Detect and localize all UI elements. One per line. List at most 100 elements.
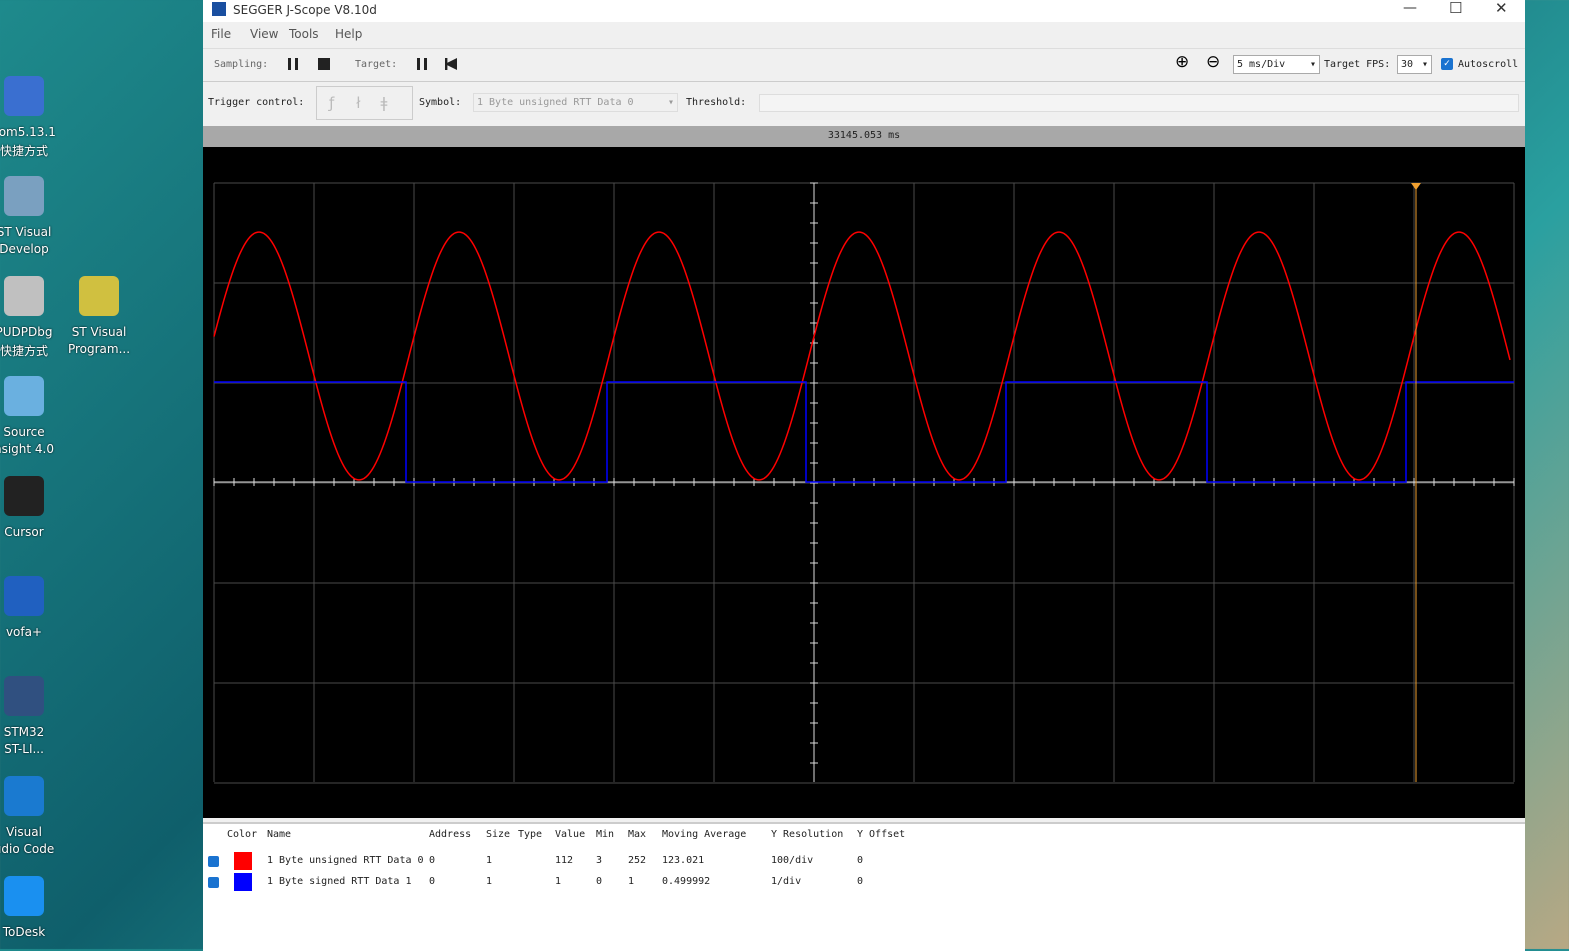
column-header: Name: [267, 829, 292, 840]
pause-sampling[interactable]: [288, 58, 291, 70]
column-header: Value: [555, 829, 586, 840]
row-checkbox[interactable]: [208, 856, 219, 867]
channel-table: Color Name Address Size Type Value Min Max Movin…: [203, 822, 1525, 951]
menu-item[interactable]: Tools: [289, 27, 319, 41]
threshold-input[interactable]: [759, 94, 1519, 112]
cell-name: 1 Byte signed RTT Data 1: [267, 876, 412, 887]
icon-label: vofa+: [5, 625, 43, 639]
column-header: Size: [486, 829, 511, 840]
cell-address: 0: [429, 855, 436, 866]
app-icon: [212, 2, 226, 16]
scope-plot: [203, 147, 1525, 818]
window-title: SEGGER J-Scope V8.10d: [233, 3, 377, 17]
desktop-icon[interactable]: [4, 376, 44, 416]
desktop-icon[interactable]: [4, 476, 44, 516]
color-swatch[interactable]: [234, 873, 252, 891]
symbol-select[interactable]: 1 Byte unsigned RTT Data 0 ▾: [473, 93, 678, 112]
cell-max: 1: [628, 876, 635, 887]
icon-label: PUDPDbg: [0, 325, 53, 339]
restart-target[interactable]: [445, 58, 457, 70]
trace-blue: [214, 381, 1514, 483]
desktop-icon[interactable]: [4, 876, 44, 916]
menu-item[interactable]: Help: [335, 27, 363, 41]
cell-max: 252: [628, 855, 647, 866]
target-label: Target:: [355, 59, 398, 70]
icon-label: 快捷方式: [0, 144, 48, 158]
menu-bar: File View Tools Help: [203, 24, 1525, 46]
desktop-icon[interactable]: [4, 76, 44, 116]
icon-label: ToDesk: [2, 925, 46, 939]
icon-label: ST-LI...: [4, 742, 44, 756]
cell-address: 0: [429, 876, 436, 887]
time-div: 5 ms/Div: [1237, 59, 1286, 70]
stop-sampling[interactable]: [318, 58, 330, 70]
time-div-select[interactable]: 5 ms/Div ▾: [1233, 55, 1320, 74]
desktop-icon[interactable]: [79, 276, 119, 316]
icon-label: Program...: [67, 342, 131, 356]
cell-size: 1: [486, 876, 493, 887]
column-header: Max: [628, 829, 647, 840]
column-header: Min: [596, 829, 615, 840]
fps: 30: [1401, 59, 1414, 70]
icon-label: com5.13.1: [0, 125, 56, 139]
title-bar: SEGGER J-Scope V8.10d — ☐ ✕: [203, 0, 1525, 22]
icon-label: STM32: [3, 725, 45, 739]
cursor-handle[interactable]: [1411, 183, 1421, 190]
maximize[interactable]: ☐: [1449, 0, 1463, 17]
column-header: Y Resolution: [771, 829, 844, 840]
trigger-label: Trigger control:: [208, 97, 305, 108]
pause-target-bar: [424, 58, 427, 70]
column-header: Address: [429, 829, 472, 840]
threshold-label: Threshold:: [686, 97, 747, 108]
trace-red: [213, 231, 1511, 481]
timestamp-bar: 33145.053 ms: [203, 126, 1525, 147]
icon-label: Visual: [6, 825, 42, 839]
icon-label: Source: [3, 425, 45, 439]
sampling-label: Sampling:: [214, 59, 269, 70]
row-checkbox[interactable]: [208, 877, 219, 888]
zoom-in[interactable]: ⊕: [1175, 52, 1190, 72]
icon-label: ST Visual: [0, 225, 52, 239]
menu-item[interactable]: File: [211, 27, 232, 41]
desktop-icon[interactable]: [4, 676, 44, 716]
desktop-icon[interactable]: [4, 576, 44, 616]
cell-y-offset: 0: [857, 855, 864, 866]
zoom-out[interactable]: ⊖: [1206, 52, 1221, 72]
color-swatch[interactable]: [234, 852, 252, 870]
icon-label: 快捷方式: [0, 344, 48, 358]
autoscroll-checkbox[interactable]: ✓: [1441, 58, 1453, 70]
cell-y-offset: 0: [857, 876, 864, 887]
close[interactable]: ✕: [1495, 0, 1508, 17]
cell-moving-average: 0.499992: [662, 876, 711, 887]
menu-item[interactable]: View: [250, 27, 279, 41]
column-header: Moving Average: [662, 829, 747, 840]
desktop-icon[interactable]: [4, 276, 44, 316]
icon-label: Develop: [0, 242, 49, 256]
minimize[interactable]: —: [1403, 0, 1417, 16]
cell-value: 112: [555, 855, 574, 866]
toolbar: Sampling: Target: ⊕ ⊖ 5 ms/Div ▾ Target F…: [203, 48, 1525, 82]
icon-label: udio Code: [0, 842, 55, 856]
column-header: Color: [227, 829, 258, 840]
pause-sampling-bar: [295, 58, 298, 70]
column-header: Type: [518, 829, 543, 840]
cell-y-resolution: 1/div: [771, 876, 802, 887]
fps-select[interactable]: 30 ▾: [1397, 55, 1432, 74]
cell-moving-average: 123.021: [662, 855, 705, 866]
cell-y-resolution: 100/div: [771, 855, 814, 866]
cell-min: 0: [596, 876, 603, 887]
desktop-icon[interactable]: [4, 176, 44, 216]
pause-target[interactable]: [417, 58, 420, 70]
icon-label: ST Visual: [71, 325, 127, 339]
cell-name: 1 Byte unsigned RTT Data 0: [267, 855, 424, 866]
symbol-label: Symbol:: [419, 97, 462, 108]
column-header: Y Offset: [857, 829, 906, 840]
cell-value: 1: [555, 876, 562, 887]
app-window: SEGGER J-Scope V8.10d — ☐ ✕ File View Tool…: [203, 0, 1525, 951]
cell-size: 1: [486, 855, 493, 866]
symbol: 1 Byte unsigned RTT Data 0: [477, 97, 634, 108]
desktop-icon[interactable]: [4, 776, 44, 816]
